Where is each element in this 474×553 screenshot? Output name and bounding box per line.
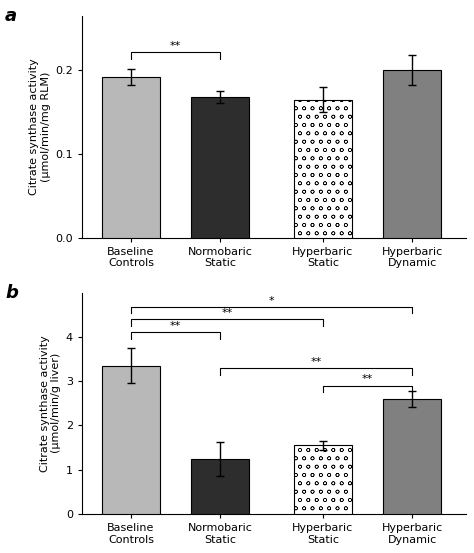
Text: **: ** — [362, 374, 373, 384]
Bar — [294, 100, 352, 238]
Y-axis label: Citrate synthase activity
(μmol/min/g liver): Citrate synthase activity (μmol/min/g li… — [40, 335, 62, 472]
Bar — [294, 445, 352, 514]
Text: **: ** — [170, 321, 181, 331]
Text: **: ** — [170, 41, 181, 51]
Bar — [191, 97, 249, 238]
Text: b: b — [5, 284, 18, 302]
Text: a: a — [5, 7, 17, 25]
Text: **: ** — [310, 357, 322, 367]
Bar — [383, 70, 441, 238]
Y-axis label: Citrate synthase activity
(μmol/min/mg RLM): Citrate synthase activity (μmol/min/mg R… — [29, 59, 51, 195]
Bar — [102, 366, 160, 514]
Bar — [383, 399, 441, 514]
Bar — [191, 458, 249, 514]
Text: *: * — [269, 296, 274, 306]
Text: **: ** — [221, 308, 232, 318]
Bar — [102, 77, 160, 238]
